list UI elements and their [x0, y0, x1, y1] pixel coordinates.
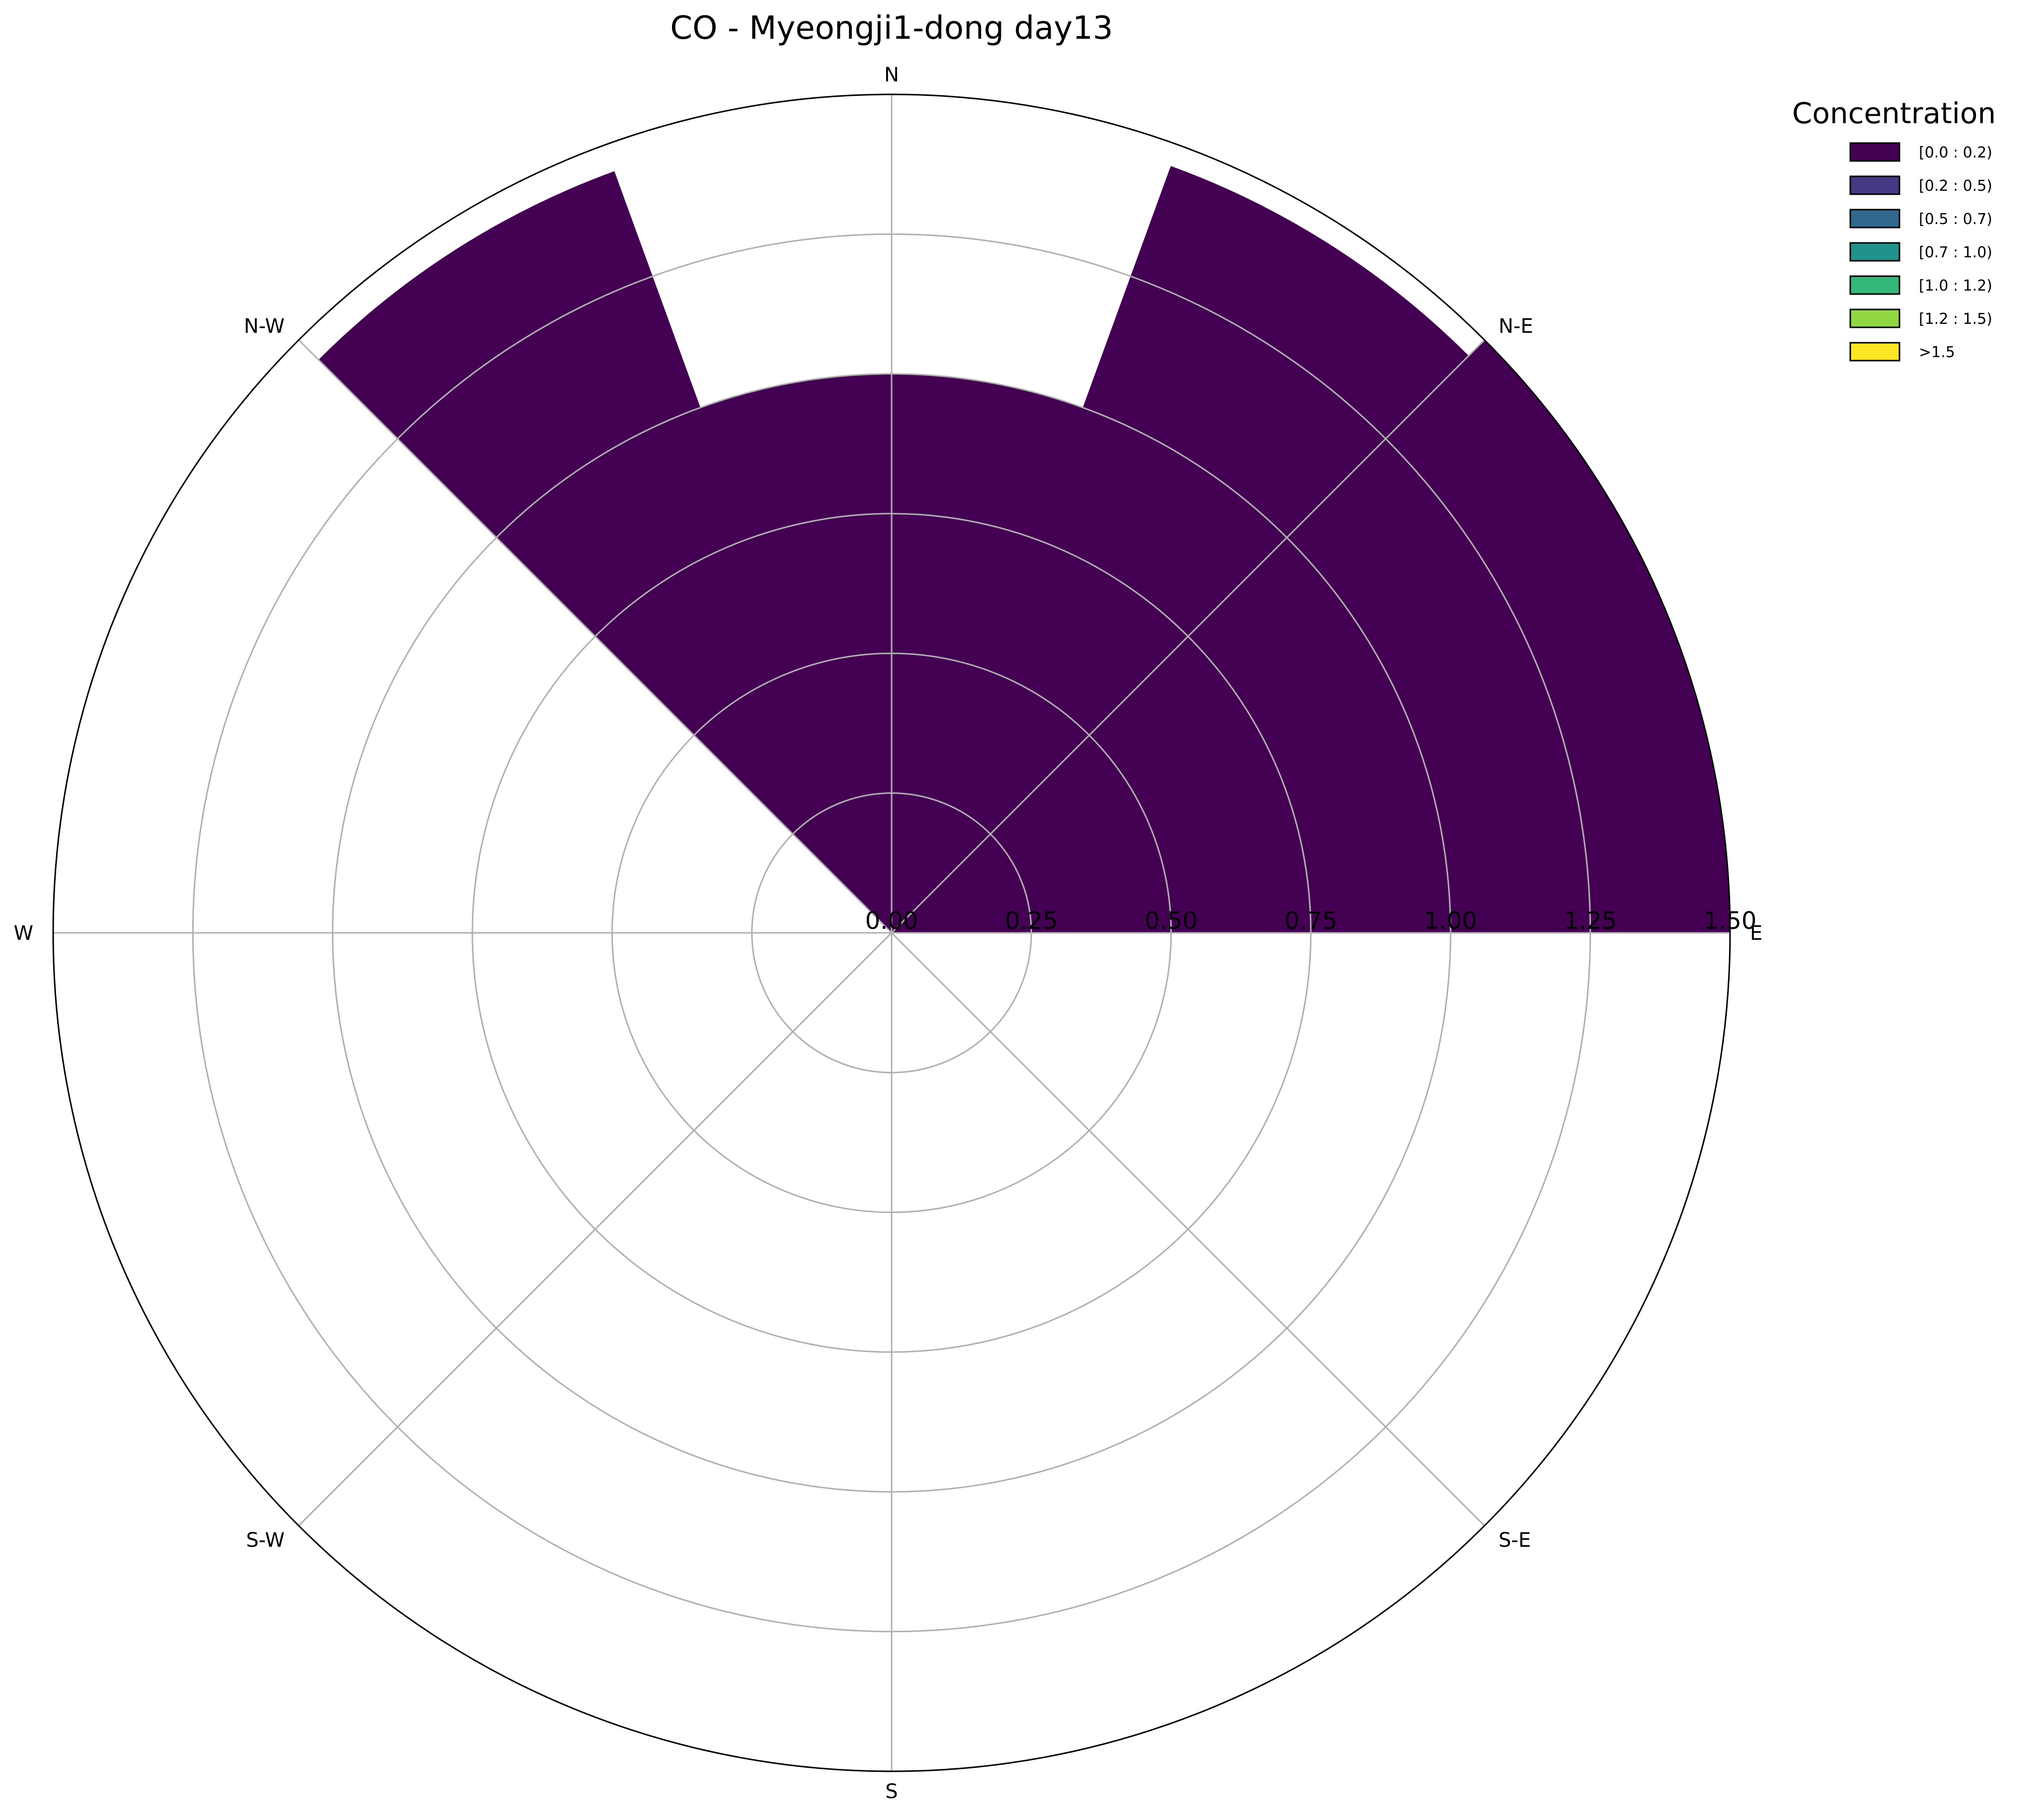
- grid-spoke: [298, 339, 893, 934]
- direction-label: N-W: [244, 315, 285, 338]
- legend-label: [0.7 : 1.0): [1919, 244, 1992, 261]
- legend-label: [1.2 : 1.5): [1919, 310, 1992, 328]
- legend-label: >1.5: [1919, 344, 1955, 361]
- radial-tick-label: 0.00: [865, 907, 918, 935]
- direction-label: S-E: [1499, 1529, 1531, 1552]
- grid-spoke: [298, 932, 893, 1526]
- legend: Concentration [0.0 : 0.2) [0.2 : 0.5) [0.5…: [1792, 96, 1996, 362]
- legend-label: [0.0 : 0.2): [1919, 144, 1992, 161]
- legend-swatch: [1849, 142, 1900, 162]
- legend-swatch: [1849, 308, 1900, 328]
- sectors-layer: [318, 166, 1730, 933]
- legend-swatch: [1849, 209, 1900, 228]
- legend-label: [1.0 : 1.2): [1919, 277, 1992, 295]
- radial-tick-label: 0.75: [1285, 907, 1338, 935]
- legend-swatch: [1849, 275, 1900, 295]
- chart-title: CO - Myeongji1-dong day13: [670, 10, 1113, 47]
- polar-frame: [52, 93, 1731, 1772]
- legend-title: Concentration: [1792, 96, 1996, 130]
- legend-swatch: [1849, 342, 1900, 362]
- labels-layer: N N-E E S-E S S-W W N-W 0.00 0.25 0.50 0.75 1.00 1.25…: [13, 64, 1762, 1803]
- direction-label: N-E: [1499, 315, 1533, 338]
- grid-layer: [52, 93, 1731, 1772]
- legend-label: [0.5 : 0.7): [1919, 211, 1992, 228]
- grid-spoke: [891, 339, 1485, 934]
- radial-tick-label: 0.25: [1005, 907, 1058, 935]
- direction-label: N: [884, 64, 899, 86]
- radial-tick-label: 0.50: [1144, 907, 1198, 935]
- direction-label: S-W: [246, 1529, 285, 1552]
- direction-label: S: [885, 1780, 898, 1803]
- radial-tick-label: 1.25: [1564, 907, 1617, 935]
- sector-ne: [892, 340, 1730, 933]
- legend-swatch: [1849, 242, 1900, 262]
- legend-swatch: [1849, 175, 1900, 195]
- grid-spoke: [891, 932, 1485, 1526]
- direction-label: E: [1750, 922, 1762, 945]
- radial-tick-label: 1.00: [1424, 907, 1477, 935]
- radial-tick-label: 1.50: [1704, 907, 1757, 935]
- legend-label: [0.2 : 0.5): [1919, 177, 1992, 195]
- sector-n-inner-right: [892, 374, 1287, 933]
- direction-label: W: [13, 922, 33, 945]
- sector-nw-inner: [496, 374, 892, 933]
